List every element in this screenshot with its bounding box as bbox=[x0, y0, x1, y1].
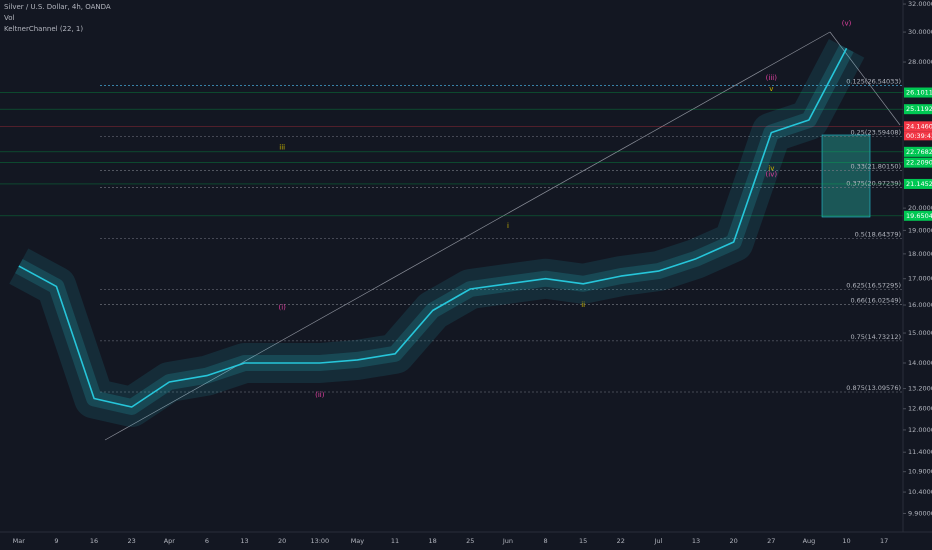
fib-label: 0.5(18.64379) bbox=[855, 231, 901, 239]
price-tag-label: 22.76824 bbox=[906, 148, 932, 156]
y-tick-label: 32.00000 bbox=[908, 0, 932, 8]
y-tick-label: 13.20000 bbox=[908, 385, 932, 393]
x-tick-label: 23 bbox=[128, 537, 136, 545]
wave-label: (iii) bbox=[766, 74, 778, 82]
y-tick-label: 30.00000 bbox=[908, 28, 932, 36]
wave-label: (i) bbox=[278, 304, 286, 312]
x-tick-label: 22 bbox=[617, 537, 625, 545]
fib-label: 0.25(23.59408) bbox=[850, 128, 901, 136]
x-tick-label: Jul bbox=[654, 537, 663, 545]
wave-label: v bbox=[769, 85, 773, 93]
price-tag bbox=[904, 157, 932, 168]
x-tick-label: 10 bbox=[842, 537, 850, 545]
channel-line bbox=[18, 47, 848, 408]
y-tick-label: 10.40000 bbox=[908, 488, 932, 496]
price-tag bbox=[904, 210, 932, 221]
fib-label: 0.66(16.02549) bbox=[850, 296, 901, 304]
wave-label: (v) bbox=[842, 19, 852, 27]
y-tick-label: 15.00000 bbox=[908, 329, 932, 337]
countdown: 00:39:43 bbox=[906, 132, 932, 140]
x-tick-label: 20 bbox=[278, 537, 286, 545]
position-box bbox=[821, 134, 871, 218]
x-tick-label: 16 bbox=[90, 537, 98, 545]
y-tick-label: 11.40000 bbox=[908, 448, 932, 456]
x-tick-label: 20 bbox=[730, 537, 738, 545]
x-tick-label: 17 bbox=[880, 537, 888, 545]
x-tick-label: 15 bbox=[579, 537, 587, 545]
wave-label: ii bbox=[581, 301, 585, 309]
wave-label: i bbox=[507, 222, 509, 230]
price-tag-label: 24.14601 bbox=[906, 122, 932, 130]
x-tick-label: 27 bbox=[767, 537, 775, 545]
fib-label: 0.75(14.73212) bbox=[850, 333, 901, 341]
x-tick-label: 9 bbox=[54, 537, 58, 545]
price-tag bbox=[904, 87, 932, 98]
price-tag-label: 21.14528 bbox=[906, 180, 932, 188]
wave-label: iii bbox=[279, 143, 285, 151]
countdown-tag bbox=[904, 131, 932, 141]
x-tick-label: 13 bbox=[692, 537, 700, 545]
x-tick-label: 13 bbox=[240, 537, 248, 545]
x-tick-label: Jun bbox=[502, 537, 513, 545]
y-tick-label: 28.00000 bbox=[908, 58, 932, 66]
y-tick-label: 20.00000 bbox=[908, 204, 932, 212]
y-tick-label: 12.60000 bbox=[908, 405, 932, 413]
y-tick-label: 17.00000 bbox=[908, 275, 932, 283]
y-tick-label: 16.00000 bbox=[908, 301, 932, 309]
trend-line bbox=[829, 31, 901, 126]
x-tick-label: Aug bbox=[803, 537, 816, 545]
wave-label: (iv) bbox=[766, 171, 778, 179]
indicator-label: Vol bbox=[4, 14, 15, 22]
y-tick-label: 18.00000 bbox=[908, 250, 932, 258]
price-tag bbox=[904, 178, 932, 189]
price-tag bbox=[904, 104, 932, 115]
x-tick-label: 13:00 bbox=[310, 537, 329, 545]
chart-title: Silver / U.S. Dollar, 4h, OANDA bbox=[4, 3, 111, 11]
x-tick-label: 25 bbox=[466, 537, 474, 545]
x-tick-label: May bbox=[351, 537, 365, 545]
fib-label: 0.33(21.80150) bbox=[850, 163, 901, 171]
fib-label: 0.375(20.97239) bbox=[846, 180, 901, 188]
x-tick-label: 18 bbox=[429, 537, 437, 545]
y-tick-label: 19.00000 bbox=[908, 226, 932, 234]
price-tag-label: 22.20907 bbox=[906, 159, 932, 167]
price-tag-label: 26.10114 bbox=[906, 89, 932, 97]
fib-label: 0.125(26.54033) bbox=[846, 77, 901, 85]
trend-line bbox=[104, 31, 831, 441]
y-tick-label: 14.00000 bbox=[908, 359, 932, 367]
price-tag bbox=[904, 146, 932, 157]
x-tick-label: 8 bbox=[543, 537, 547, 545]
price-tag-label: 25.11928 bbox=[906, 105, 932, 113]
wave-label: (ii) bbox=[315, 391, 325, 399]
y-tick-label: 12.00000 bbox=[908, 426, 932, 434]
price-tag bbox=[904, 121, 932, 132]
x-tick-label: 6 bbox=[205, 537, 209, 545]
x-tick-label: 11 bbox=[391, 537, 399, 545]
x-tick-label: Apr bbox=[164, 537, 176, 545]
fib-label: 0.625(16.57295) bbox=[846, 282, 901, 290]
wave-label: iv bbox=[768, 165, 774, 173]
fib-label: 0.875(13.09576) bbox=[846, 384, 901, 392]
x-tick-label: Mar bbox=[13, 537, 26, 545]
legend-entry: KeltnerChannel (22, 1) bbox=[4, 25, 83, 33]
price-tag-label: 19.65046 bbox=[906, 212, 932, 220]
